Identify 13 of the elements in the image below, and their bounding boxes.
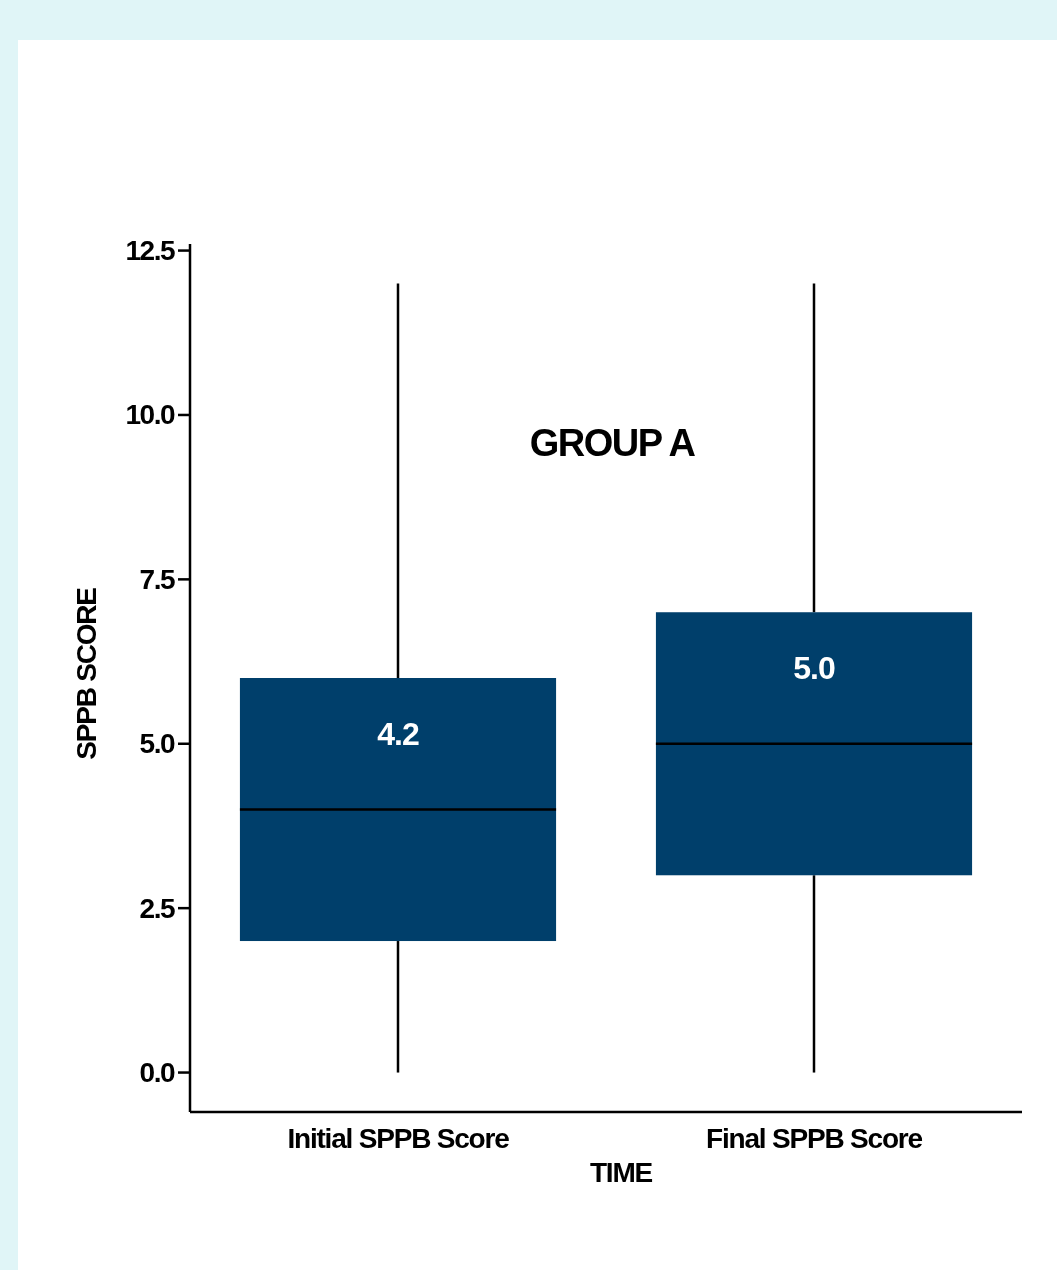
x-tick-label: Initial SPPB Score xyxy=(287,1123,510,1154)
y-tick-label: 10.0 xyxy=(125,399,175,431)
y-tick-label: 2.5 xyxy=(139,892,175,924)
y-tick-label: 0.0 xyxy=(139,1057,175,1089)
x-tick-label: Final SPPB Score xyxy=(706,1123,923,1154)
text: GROUP A xyxy=(529,422,696,464)
y-tick-label: 12.5 xyxy=(125,235,175,267)
annotation: 5.0 xyxy=(793,650,835,687)
annotation: 4.2 xyxy=(377,716,419,753)
y-tick-label: 7.5 xyxy=(139,563,175,595)
y-axis-title: SPPB SCORE xyxy=(71,587,102,760)
y-tick-label: 5.0 xyxy=(139,728,175,760)
x-axis-title: TIME xyxy=(589,1157,653,1188)
